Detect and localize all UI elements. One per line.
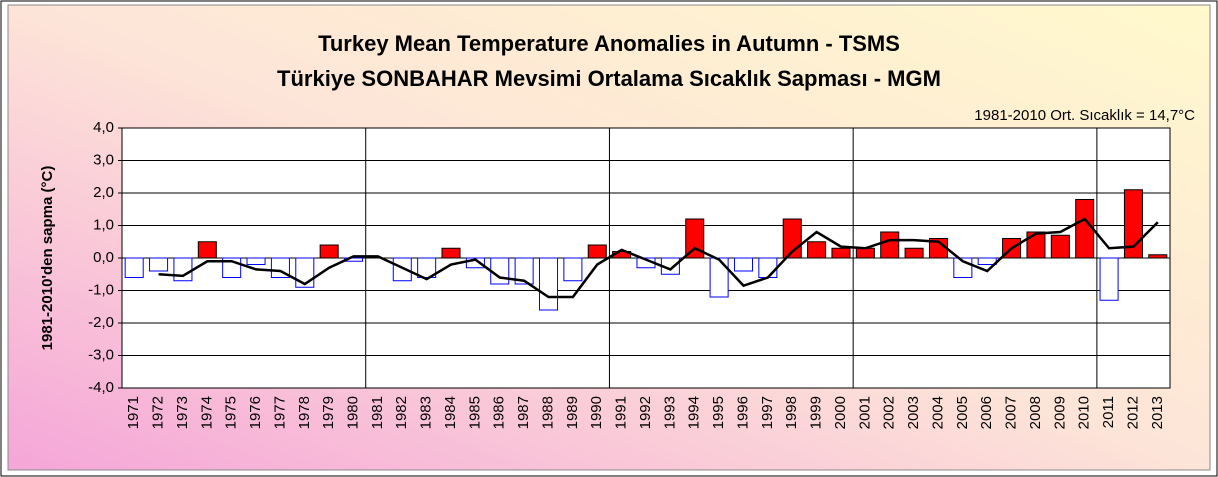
- y-tick-label: -1,0: [88, 281, 114, 298]
- y-tick-label: -3,0: [88, 346, 114, 363]
- bar: [197, 241, 217, 259]
- x-tick-label: 1983: [418, 396, 435, 429]
- bar: [173, 257, 193, 282]
- bar: [538, 257, 559, 311]
- bar: [441, 247, 461, 259]
- x-tick-label: 2013: [1149, 396, 1166, 429]
- x-tick-label: 1975: [223, 396, 240, 429]
- x-tick-label: 1990: [588, 396, 605, 429]
- x-tick-label: 1999: [808, 396, 825, 429]
- x-tick-label: 1996: [734, 396, 751, 429]
- bar: [1148, 254, 1168, 259]
- x-tick-label: 1995: [710, 396, 727, 429]
- bar: [319, 244, 339, 259]
- x-tick-label: 2006: [978, 396, 995, 429]
- bar: [417, 257, 437, 278]
- x-tick-label: 2010: [1076, 396, 1093, 429]
- y-tick-label: 3,0: [93, 151, 114, 168]
- x-tick-label: 2012: [1124, 396, 1141, 429]
- x-tick-label: 1984: [442, 396, 459, 429]
- bar: [831, 247, 851, 259]
- x-tick-label: 2002: [881, 396, 898, 429]
- y-tick-label: -2,0: [88, 314, 114, 331]
- x-tick-label: 2009: [1051, 396, 1068, 429]
- y-tick-label: 0,0: [93, 249, 114, 266]
- bar: [880, 231, 900, 259]
- x-tick-label: 1981: [369, 396, 386, 429]
- x-tick-label: 1998: [783, 396, 800, 429]
- x-tick-label: 2004: [929, 396, 946, 429]
- bar: [490, 257, 510, 285]
- bar: [514, 257, 534, 285]
- x-tick-label: 1982: [393, 396, 410, 429]
- x-tick-label: 1992: [637, 396, 654, 429]
- x-tick-label: 2001: [856, 396, 873, 429]
- bar: [758, 257, 778, 278]
- trend-line: [158, 217, 1159, 299]
- chart-title: Turkey Mean Temperature Anomalies in Aut…: [318, 31, 900, 56]
- x-tick-label: 2007: [1003, 396, 1020, 429]
- y-tick-label: -4,0: [88, 379, 114, 396]
- bar: [587, 244, 607, 259]
- bar: [1075, 199, 1095, 259]
- bar: [685, 218, 705, 259]
- bar: [1026, 231, 1046, 259]
- bar: [392, 257, 412, 282]
- x-tick-label: 1991: [613, 396, 630, 429]
- bar: [465, 257, 485, 269]
- x-tick-label: 2011: [1100, 396, 1117, 428]
- x-tick-label: 2008: [1027, 396, 1044, 429]
- x-tick-label: 2003: [905, 396, 922, 429]
- bar: [733, 257, 754, 272]
- x-tick-label: 1972: [150, 396, 167, 429]
- x-tick-label: 2000: [832, 396, 849, 429]
- y-axis-label: 1981-2010'den sapma (°C): [39, 166, 56, 351]
- x-tick-label: 1977: [271, 396, 288, 429]
- x-tick-label: 1971: [125, 396, 142, 429]
- bar: [563, 257, 583, 282]
- annotation: 1981-2010 Ort. Sıcaklık = 14,7°C: [974, 107, 1195, 124]
- x-tick-label: 1986: [491, 396, 508, 429]
- x-tick-label: 1985: [466, 396, 483, 429]
- x-tick-label: 1988: [539, 396, 556, 429]
- bar: [1050, 234, 1070, 259]
- bar: [855, 247, 875, 259]
- x-tick-label: 1974: [198, 396, 215, 429]
- bar: [149, 257, 169, 272]
- bar: [246, 257, 266, 265]
- y-tick-label: 2,0: [93, 184, 114, 201]
- y-tick-label: 4,0: [93, 119, 114, 136]
- chart-subtitle: Türkiye SONBAHAR Mevsimi Ortalama Sıcakl…: [277, 66, 941, 91]
- y-tick-label: 1,0: [93, 216, 114, 233]
- x-tick-label: 1994: [686, 396, 703, 429]
- bar: [709, 257, 729, 298]
- x-tick-label: 1973: [174, 396, 191, 429]
- bar: [1099, 257, 1119, 301]
- x-tick-label: 1978: [296, 396, 313, 429]
- x-tick-label: 1980: [345, 396, 362, 429]
- bar: [904, 247, 924, 259]
- x-tick-label: 1979: [320, 396, 337, 429]
- x-tick-label: 1976: [247, 396, 264, 429]
- bar: [807, 241, 827, 259]
- x-tick-label: 2005: [954, 396, 971, 429]
- x-tick-label: 1997: [759, 396, 776, 429]
- bar: [124, 257, 144, 278]
- x-tick-label: 1987: [515, 396, 532, 429]
- x-tick-label: 1993: [661, 396, 678, 429]
- x-tick-label: 1989: [564, 396, 581, 429]
